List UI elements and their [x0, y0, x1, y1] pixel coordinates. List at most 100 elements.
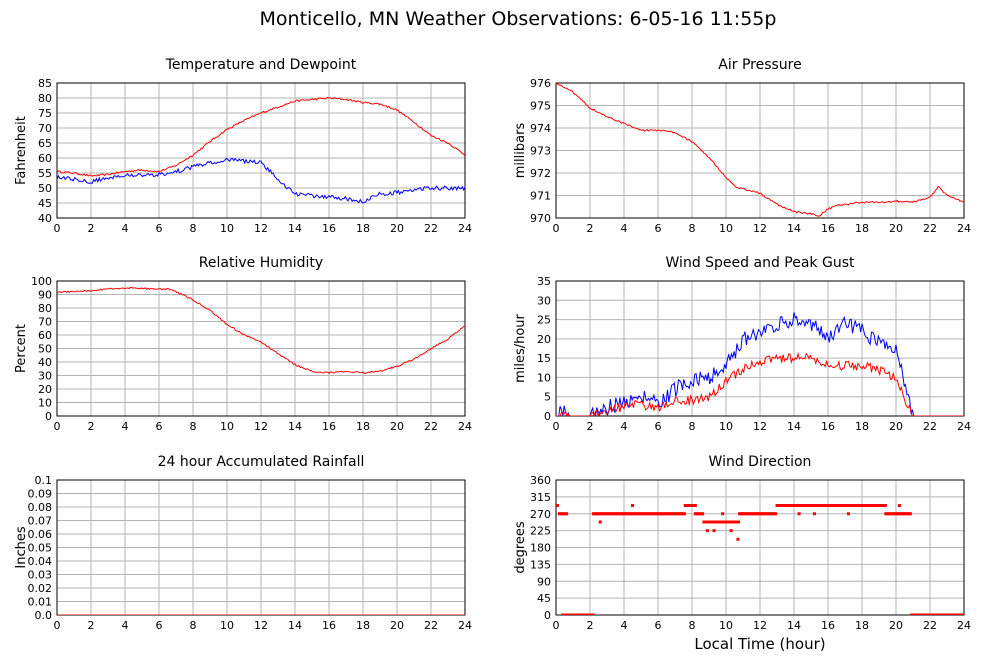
direction-point — [897, 504, 901, 507]
series-line-2 — [556, 351, 964, 416]
direction-point — [556, 504, 559, 507]
y-tick-label: 90 — [38, 289, 52, 302]
y-axis-label: millibars — [513, 123, 528, 179]
x-tick-label: 4 — [122, 420, 129, 433]
y-tick-label: 45 — [38, 197, 52, 210]
x-tick-label: 22 — [424, 420, 438, 433]
x-tick-label: 6 — [655, 420, 662, 433]
y-tick-label: 0.1 — [35, 474, 53, 487]
x-tick-label: 20 — [889, 222, 903, 235]
direction-point — [721, 512, 725, 516]
y-tick-label: 40 — [38, 356, 52, 369]
y-axis-label: degrees — [513, 521, 528, 574]
y-tick-label: 60 — [38, 329, 52, 342]
x-tick-label: 24 — [458, 222, 472, 235]
x-tick-label: 2 — [587, 222, 594, 235]
x-tick-label: 24 — [957, 420, 971, 433]
y-tick-label: 970 — [530, 212, 551, 225]
y-tick-label: 0.09 — [28, 488, 53, 501]
y-tick-label: 10 — [38, 397, 52, 410]
series-line-1 — [556, 312, 964, 416]
y-tick-label: 971 — [530, 190, 551, 203]
x-tick-label: 6 — [156, 619, 163, 632]
plot-data — [556, 83, 964, 217]
plot-frame — [555, 82, 965, 219]
direction-point — [812, 512, 816, 516]
y-tick-label: 0.02 — [28, 582, 53, 595]
direction-point — [908, 512, 912, 516]
direction-point — [846, 512, 850, 516]
x-tick-label: 18 — [855, 222, 869, 235]
y-tick-label: 976 — [530, 77, 551, 90]
x-tick-label: 8 — [689, 619, 696, 632]
x-tick-label: 20 — [889, 420, 903, 433]
y-tick-label: 55 — [38, 167, 52, 180]
x-tick-label: 22 — [424, 222, 438, 235]
x-tick-label: 4 — [122, 619, 129, 632]
x-tick-label: 22 — [923, 420, 937, 433]
y-tick-label: 60 — [38, 152, 52, 165]
direction-point — [736, 537, 740, 541]
series-line-2 — [57, 157, 465, 204]
direction-point — [591, 613, 595, 615]
y-axis-label: Fahrenheit — [14, 116, 29, 185]
x-tick-label: 4 — [621, 420, 628, 433]
direction-point — [712, 529, 716, 533]
x-tick-label: 6 — [156, 222, 163, 235]
direction-point — [682, 512, 686, 516]
y-tick-label: 50 — [38, 182, 52, 195]
direction-point — [701, 512, 705, 516]
y-tick-label: 20 — [537, 333, 551, 346]
series-line-1 — [57, 286, 465, 375]
y-tick-label: 315 — [530, 491, 551, 504]
x-tick-label: 4 — [621, 619, 628, 632]
direction-point — [598, 520, 602, 524]
x-tick-label: 14 — [288, 619, 302, 632]
x-tick-label: 14 — [288, 222, 302, 235]
x-tick-label: 2 — [587, 619, 594, 632]
y-axis-label: miles/hour — [513, 313, 528, 382]
series-line-1 — [556, 83, 964, 217]
y-tick-label: 0.06 — [28, 528, 53, 541]
y-tick-label: 10 — [537, 371, 551, 384]
x-tick-label: 18 — [356, 619, 370, 632]
y-tick-label: 75 — [38, 107, 52, 120]
plot-data — [556, 312, 964, 416]
y-tick-label: 0 — [544, 410, 551, 423]
x-tick-label: 2 — [88, 619, 95, 632]
x-tick-label: 18 — [855, 619, 869, 632]
x-tick-label: 12 — [254, 420, 268, 433]
chart-title: Temperature and Dewpoint — [165, 57, 357, 73]
x-tick-label: 4 — [122, 222, 129, 235]
x-tick-label: 16 — [322, 222, 336, 235]
y-tick-label: 30 — [38, 370, 52, 383]
y-tick-label: 0.0 — [35, 609, 53, 622]
x-tick-label: 24 — [458, 420, 472, 433]
direction-point — [874, 504, 878, 507]
y-tick-label: 35 — [537, 275, 551, 288]
x-tick-label: 10 — [719, 222, 733, 235]
x-tick-label: 0 — [553, 222, 560, 235]
x-tick-label: 12 — [753, 619, 767, 632]
x-tick-label: 20 — [390, 420, 404, 433]
chart-title: Relative Humidity — [199, 255, 323, 271]
x-tick-label: 16 — [821, 420, 835, 433]
x-tick-label: 22 — [424, 619, 438, 632]
y-tick-label: 0.08 — [28, 501, 53, 514]
x-tick-label: 8 — [190, 619, 197, 632]
x-tick-label: 2 — [88, 222, 95, 235]
y-tick-label: 85 — [38, 77, 52, 90]
y-tick-label: 90 — [537, 575, 551, 588]
direction-point — [565, 512, 569, 516]
direction-point — [631, 504, 634, 507]
chart-panel-5: 0 2 4 6 8 10 12 14 16 18 20 22 240.00.010.020.030.04… — [14, 454, 472, 632]
y-tick-label: 180 — [530, 542, 551, 555]
x-tick-label: 10 — [719, 619, 733, 632]
y-tick-label: 50 — [38, 343, 52, 356]
y-tick-label: 100 — [31, 275, 52, 288]
x-tick-label: 14 — [787, 222, 801, 235]
chart-panel-3: 0 2 4 6 8 10 12 14 16 18 20 22 240102030405060708090… — [14, 255, 472, 433]
y-tick-label: 225 — [530, 525, 551, 538]
page-title: Monticello, MN Weather Observations: 6-0… — [260, 8, 777, 30]
